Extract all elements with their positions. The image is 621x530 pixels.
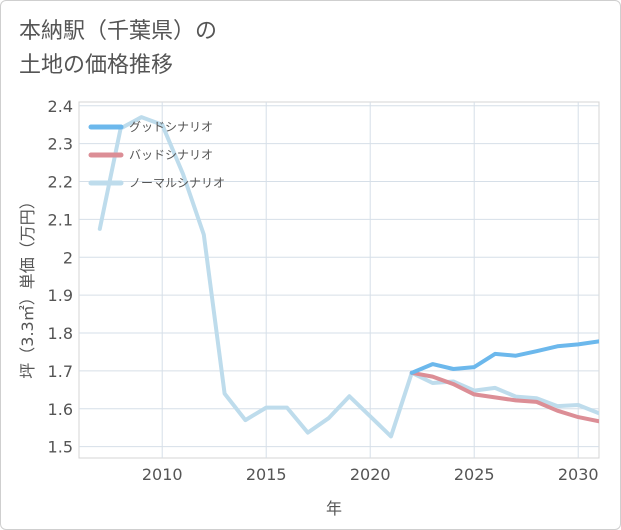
y-tick-label: 1.8 (48, 324, 73, 343)
y-tick-label: 2.4 (48, 97, 73, 116)
y-axis-label: 坪（3.3㎡）単価（万円） (18, 193, 37, 378)
series-lines (97, 115, 599, 439)
y-gridlines (79, 105, 599, 448)
y-tick-label: 2.3 (48, 135, 73, 154)
series-line (409, 370, 599, 424)
chart-title: 本納駅（千葉県）の 土地の価格推移 (19, 15, 217, 83)
legend-label: バッドシナリオ (129, 148, 213, 162)
legend-label: ノーマルシナリオ (129, 176, 225, 190)
x-gridlines (161, 102, 579, 458)
x-tick-label: 2015 (246, 465, 287, 484)
x-axis-label: 年 (326, 499, 342, 518)
y-axis-ticks: 1.5 1.6 1.7 1.8 1.9 2 2.1 2.2 2.3 2.4 (48, 97, 73, 457)
x-tick-label: 2030 (558, 465, 599, 484)
y-tick-label: 2.2 (48, 173, 73, 192)
chart-title-line-2: 土地の価格推移 (19, 53, 174, 78)
y-tick-label: 1.5 (48, 438, 73, 457)
x-tick-label: 2020 (350, 465, 391, 484)
x-tick-label: 2025 (454, 465, 495, 484)
legend-item[interactable]: グッドシナリオ (88, 120, 213, 134)
legend-label: グッドシナリオ (129, 120, 213, 134)
series-line (97, 115, 599, 439)
x-tick-label: 2010 (142, 465, 183, 484)
series-line (409, 339, 599, 375)
y-tick-label: 2.1 (48, 210, 73, 229)
x-axis-ticks: 2010 2015 2020 2025 2030 (142, 465, 599, 484)
y-tick-label: 2 (63, 248, 73, 267)
y-tick-label: 1.9 (48, 286, 73, 305)
legend-item[interactable]: バッドシナリオ (88, 148, 213, 162)
y-tick-label: 1.6 (48, 400, 73, 419)
y-tick-label: 1.7 (48, 362, 73, 381)
chart-title-line-1: 本納駅（千葉県）の (19, 19, 218, 44)
legend-item[interactable]: ノーマルシナリオ (88, 176, 225, 190)
